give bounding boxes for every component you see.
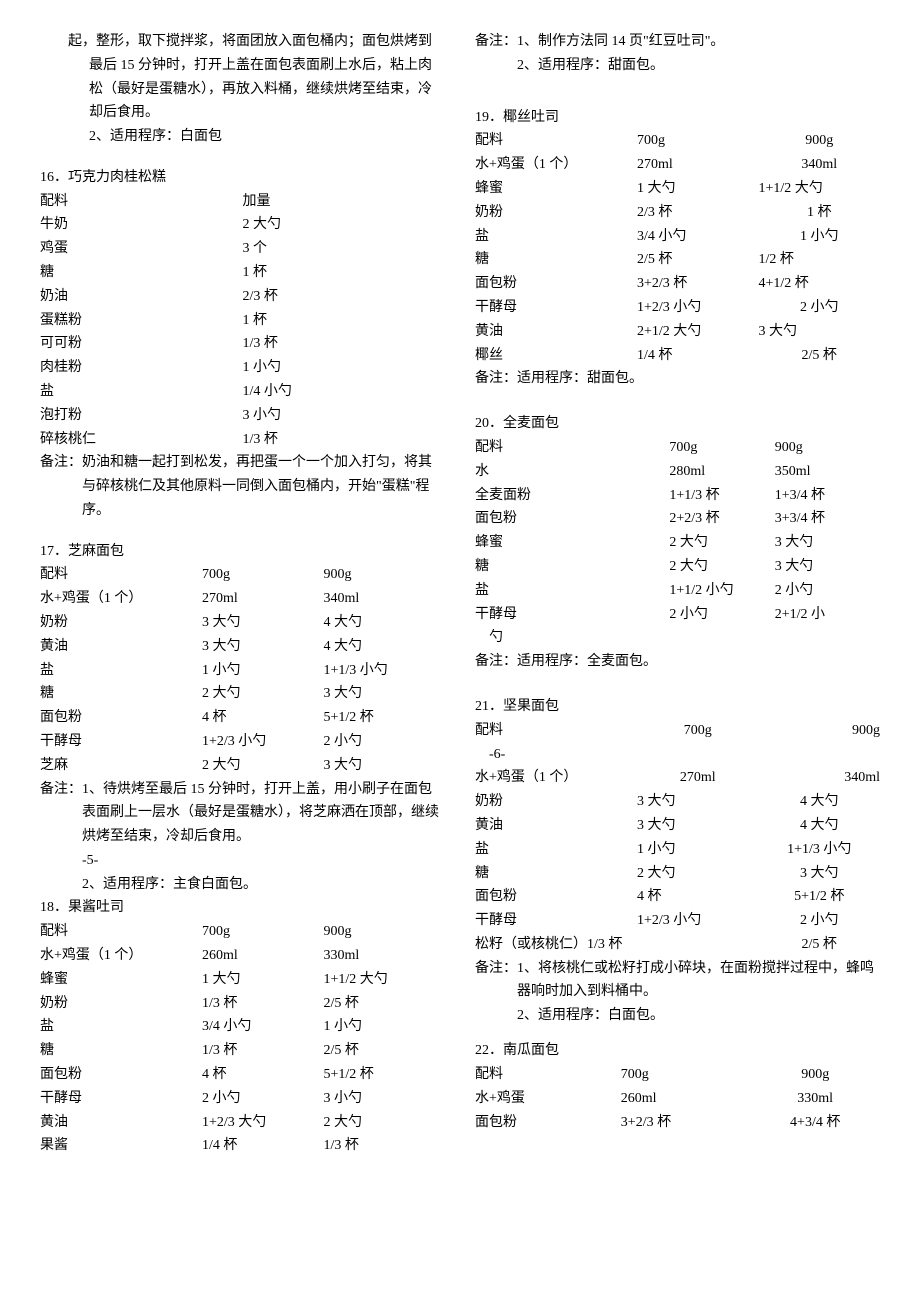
table-row: 配料加量 (40, 190, 445, 214)
table-row: 松籽（或核桃仁）1/3 杯2/5 杯 (475, 933, 880, 957)
table-row: 椰丝1/4 杯2/5 杯 (475, 344, 880, 368)
table-row: 泡打粉3 小勺 (40, 404, 445, 428)
table-row: 糖2 大勺3 大勺 (475, 555, 880, 579)
table-row: 奶粉1/3 杯2/5 杯 (40, 992, 445, 1016)
table-row: 糖1/3 杯2/5 杯 (40, 1039, 445, 1063)
recipe-16-table: 配料加量 牛奶2 大勺 鸡蛋3 个 糖1 杯 奶油2/3 杯 蛋糕粉1 杯 可可… (40, 190, 445, 452)
table-row: 全麦面粉1+1/3 杯1+3/4 杯 (475, 484, 880, 508)
table-row: 配料700g900g (475, 129, 880, 153)
table-row: 奶粉3 大勺4 大勺 (40, 611, 445, 635)
table-row: 蜂蜜2 大勺3 大勺 (475, 531, 880, 555)
recipe-17-note-2: 2、适用程序：主食白面包。 (40, 873, 445, 897)
table-row: 牛奶2 大勺 (40, 213, 445, 237)
recipe-16-title: 16．巧克力肉桂松糕 (40, 166, 445, 190)
table-row: 盐1/4 小勺 (40, 380, 445, 404)
recipe-19-note: 备注：适用程序：甜面包。 (475, 367, 880, 391)
recipe-20-table: 配料700g900g 水280ml350ml 全麦面粉1+1/3 杯1+3/4 … (475, 436, 880, 626)
spacer (475, 391, 880, 412)
table-row: 面包粉3+2/3 杯4+3/4 杯 (475, 1111, 880, 1135)
table-row: 黄油2+1/2 大勺3 大勺 (475, 320, 880, 344)
recipe-18-note-2: 2、适用程序：甜面包。 (475, 54, 880, 78)
recipe-21-title: 21．坚果面包 (475, 695, 880, 719)
spacer (475, 1028, 880, 1039)
recipe-17-note-1: 备注：1、待烘烤至最后 15 分钟时，打开上盖，用小刷子在面包表面刷上一层水（最… (40, 778, 445, 849)
table-row: 水+鸡蛋（1 个）260ml330ml (40, 944, 445, 968)
table-row: 糖2 大勺3 大勺 (40, 682, 445, 706)
page-marker-5: -5- (40, 849, 445, 873)
table-row: 蜂蜜1 大勺1+1/2 大勺 (40, 968, 445, 992)
recipe-16-note: 备注：奶油和糖一起打到松发，再把蛋一个一个加入打匀，将其与碎核桃仁及其他原料一同… (40, 451, 445, 522)
table-row: 盐3/4 小勺1 小勺 (475, 225, 880, 249)
table-row: 面包粉4 杯5+1/2 杯 (40, 1063, 445, 1087)
table-row: 黄油3 大勺4 大勺 (40, 635, 445, 659)
recipe-17-title: 17．芝麻面包 (40, 540, 445, 564)
table-row: 盐3/4 小勺1 小勺 (40, 1015, 445, 1039)
right-column: 备注：1、制作方法同 14 页"红豆吐司"。 2、适用程序：甜面包。 19．椰丝… (475, 30, 880, 1158)
table-row: 可可粉1/3 杯 (40, 332, 445, 356)
table-row: 黄油3 大勺4 大勺 (475, 814, 880, 838)
spacer (475, 674, 880, 695)
table-row: 水280ml350ml (475, 460, 880, 484)
recipe-21-table-header: 配料700g900g (475, 719, 880, 743)
table-row: 鸡蛋3 个 (40, 237, 445, 261)
continuation-note: 起，整形，取下搅拌浆，将面团放入面包桶内；面包烘烤到最后 15 分钟时，打开上盖… (40, 30, 445, 125)
table-row: 水+鸡蛋（1 个）270ml340ml (475, 153, 880, 177)
table-row: 盐1+1/2 小勺2 小勺 (475, 579, 880, 603)
recipe-22-table: 配料700g900g 水+鸡蛋260ml330ml 面包粉3+2/3 杯4+3/… (475, 1063, 880, 1134)
table-row: 干酵母1+2/3 小勺2 小勺 (40, 730, 445, 754)
table-row: 蛋糕粉1 杯 (40, 309, 445, 333)
recipe-21-table: 水+鸡蛋（1 个）270ml340ml 奶粉3 大勺4 大勺 黄油3 大勺4 大… (475, 766, 880, 956)
recipe-20-note: 备注：适用程序：全麦面包。 (475, 650, 880, 674)
table-row: 盐1 小勺1+1/3 小勺 (475, 838, 880, 862)
table-row: 黄油1+2/3 大勺2 大勺 (40, 1111, 445, 1135)
left-column: 起，整形，取下搅拌浆，将面团放入面包桶内；面包烘烤到最后 15 分钟时，打开上盖… (40, 30, 445, 1158)
table-row: 糖1 杯 (40, 261, 445, 285)
table-row: 盐1 小勺1+1/3 小勺 (40, 659, 445, 683)
recipe-18-title: 18．果酱吐司 (40, 896, 445, 920)
recipe-18-table: 配料700g900g 水+鸡蛋（1 个）260ml330ml 蜂蜜1 大勺1+1… (40, 920, 445, 1158)
table-row: 肉桂粉1 小勺 (40, 356, 445, 380)
continuation-note-2: 2、适用程序：白面包 (40, 125, 445, 149)
table-row: 芝麻2 大勺3 大勺 (40, 754, 445, 778)
table-row: 糖2/5 杯1/2 杯 (475, 248, 880, 272)
table-row: 蜂蜜1 大勺1+1/2 大勺 (475, 177, 880, 201)
recipe-21-note-2: 2、适用程序：白面包。 (475, 1004, 880, 1028)
table-row: 干酵母2 小勺3 小勺 (40, 1087, 445, 1111)
table-row: 干酵母1+2/3 小勺2 小勺 (475, 909, 880, 933)
table-row: 面包粉3+2/3 杯4+1/2 杯 (475, 272, 880, 296)
table-row: 水+鸡蛋260ml330ml (475, 1087, 880, 1111)
table-row: 糖2 大勺3 大勺 (475, 862, 880, 886)
table-row: 配料700g900g (475, 719, 880, 743)
recipe-17-table: 配料700g900g 水+鸡蛋（1 个）270ml340ml 奶粉3 大勺4 大… (40, 563, 445, 777)
page-marker-6: -6- (475, 743, 880, 767)
table-row: 配料700g900g (475, 436, 880, 460)
recipe-20-hanging: 勺 (475, 626, 880, 650)
table-row: 水+鸡蛋（1 个）270ml340ml (40, 587, 445, 611)
table-row: 果酱1/4 杯1/3 杯 (40, 1134, 445, 1158)
recipe-21-note-1: 备注：1、将核桃仁或松籽打成小碎块，在面粉搅拌过程中，蜂鸣器响时加入到料桶中。 (475, 957, 880, 1005)
recipe-18-note-1: 备注：1、制作方法同 14 页"红豆吐司"。 (475, 30, 880, 54)
table-row: 配料700g900g (475, 1063, 880, 1087)
recipe-19-title: 19．椰丝吐司 (475, 106, 880, 130)
table-row: 配料700g900g (40, 563, 445, 587)
table-row: 干酵母1+2/3 小勺2 小勺 (475, 296, 880, 320)
table-row: 奶粉3 大勺4 大勺 (475, 790, 880, 814)
recipe-22-title: 22．南瓜面包 (475, 1039, 880, 1063)
table-row: 配料700g900g (40, 920, 445, 944)
table-row: 奶油2/3 杯 (40, 285, 445, 309)
recipe-20-title: 20．全麦面包 (475, 412, 880, 436)
recipe-19-table: 配料700g900g 水+鸡蛋（1 个）270ml340ml 蜂蜜1 大勺1+1… (475, 129, 880, 367)
table-row: 干酵母2 小勺2+1/2 小 (475, 603, 880, 627)
table-row: 面包粉4 杯5+1/2 杯 (40, 706, 445, 730)
table-row: 碎核桃仁1/3 杯 (40, 428, 445, 452)
spacer (475, 78, 880, 106)
table-row: 奶粉2/3 杯1 杯 (475, 201, 880, 225)
two-column-layout: 起，整形，取下搅拌浆，将面团放入面包桶内；面包烘烤到最后 15 分钟时，打开上盖… (40, 30, 880, 1158)
table-row: 面包粉2+2/3 杯3+3/4 杯 (475, 507, 880, 531)
table-row: 面包粉4 杯5+1/2 杯 (475, 885, 880, 909)
table-row: 水+鸡蛋（1 个）270ml340ml (475, 766, 880, 790)
